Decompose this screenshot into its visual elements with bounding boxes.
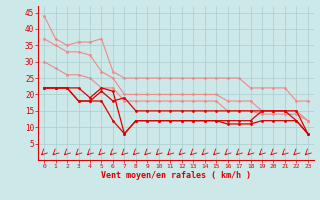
X-axis label: Vent moyen/en rafales ( km/h ): Vent moyen/en rafales ( km/h ) <box>101 171 251 180</box>
